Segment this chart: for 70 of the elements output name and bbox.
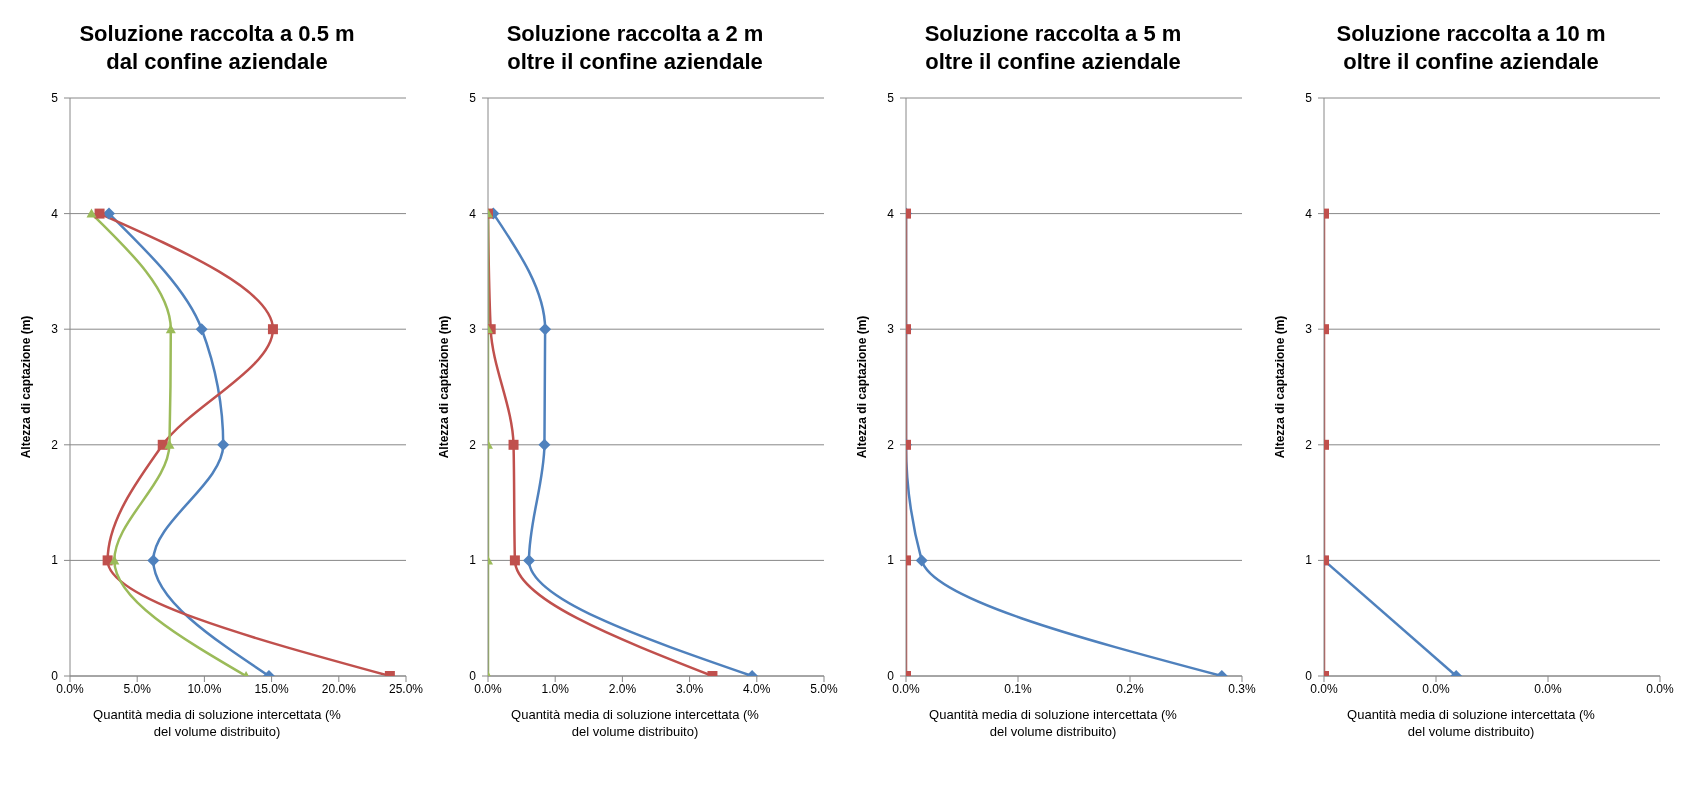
point xyxy=(538,438,551,451)
chart-title: Soluzione raccolta a 5 m oltre il confine aziendale xyxy=(923,20,1183,76)
y-tick-label: 2 xyxy=(469,437,477,452)
y-tick-label: 1 xyxy=(51,553,59,568)
y-tick-label: 0 xyxy=(51,669,59,683)
x-tick-label: 3.0% xyxy=(675,681,704,696)
point xyxy=(147,554,160,567)
x-tick-label: 0.0% xyxy=(1646,681,1674,696)
point xyxy=(217,438,230,451)
y-tick-label: 2 xyxy=(51,437,59,452)
y-tick-label: 5 xyxy=(51,91,59,105)
y-tick-label: 3 xyxy=(51,322,59,337)
point xyxy=(522,554,535,567)
x-tick-label: 5.0% xyxy=(123,681,152,696)
y-tick-label: 1 xyxy=(1305,553,1313,568)
point xyxy=(509,555,520,566)
point xyxy=(94,208,105,219)
x-axis-title: Quantità media di soluzione intercettata (% del volume distribuito) xyxy=(510,706,760,740)
x-tick-label: 1.0% xyxy=(541,681,570,696)
x-tick-label: 5.0% xyxy=(810,681,838,696)
point xyxy=(195,323,208,336)
y-tick-label: 5 xyxy=(887,91,895,105)
point xyxy=(539,323,552,336)
x-tick-label: 0.0% xyxy=(1310,681,1338,696)
y-tick-label: 5 xyxy=(1305,91,1313,105)
y-axis-title: Altezza di captazione (m) xyxy=(855,315,870,459)
y-tick-label: 1 xyxy=(887,553,895,568)
y-axis-title: Altezza di captazione (m) xyxy=(1273,315,1288,459)
x-tick-label: 4.0% xyxy=(743,681,771,696)
y-tick-label: 3 xyxy=(1305,322,1313,337)
x-tick-label: 0.0% xyxy=(892,681,920,696)
x-tick-label: 10.0% xyxy=(187,681,222,696)
y-tick-label: 2 xyxy=(887,437,895,452)
x-tick-label: 0.1% xyxy=(1004,681,1032,696)
x-tick-label: 0.2% xyxy=(1116,681,1144,696)
x-tick-label: 0.3% xyxy=(1228,681,1256,696)
point xyxy=(109,555,120,565)
y-tick-label: 1 xyxy=(469,553,477,568)
y-tick-label: 4 xyxy=(887,206,895,221)
point xyxy=(86,208,97,218)
y-tick-label: 2 xyxy=(1305,437,1313,452)
x-tick-label: 0.0% xyxy=(56,681,84,696)
point xyxy=(165,324,176,334)
x-axis-title: Quantità media di soluzione intercettata (% del volume distribuito) xyxy=(92,706,342,740)
y-tick-label: 5 xyxy=(469,91,477,105)
y-tick-label: 3 xyxy=(887,322,895,337)
x-tick-label: 25.0% xyxy=(388,681,424,696)
chart-title: Soluzione raccolta a 2 m oltre il confine aziendale xyxy=(505,20,765,76)
y-tick-label: 4 xyxy=(469,206,477,221)
y-tick-label: 3 xyxy=(469,322,477,337)
y-tick-label: 0 xyxy=(469,669,477,683)
point xyxy=(267,324,278,335)
point xyxy=(102,555,113,566)
x-tick-label: 2.0% xyxy=(608,681,637,696)
x-axis-title: Quantità media di soluzione intercettata (% del volume distribuito) xyxy=(928,706,1178,740)
x-axis-title: Quantità media di soluzione intercettata (% del volume distribuito) xyxy=(1346,706,1596,740)
y-axis-title: Altezza di captazione (m) xyxy=(19,315,34,459)
x-tick-label: 20.0% xyxy=(321,681,357,696)
chart-title: Soluzione raccolta a 10 m oltre il confine aziendale xyxy=(1335,20,1607,76)
x-tick-label: 0.0% xyxy=(474,681,502,696)
y-axis-title: Altezza di captazione (m) xyxy=(437,315,452,459)
point xyxy=(508,439,519,450)
y-tick-label: 0 xyxy=(887,669,895,683)
y-tick-label: 4 xyxy=(1305,206,1313,221)
y-tick-label: 4 xyxy=(51,206,59,221)
x-tick-label: 0.0% xyxy=(1534,681,1562,696)
y-tick-label: 0 xyxy=(1305,669,1313,683)
x-tick-label: 15.0% xyxy=(254,681,289,696)
x-tick-label: 0.0% xyxy=(1422,681,1450,696)
chart-title: Soluzione raccolta a 0.5 m dal confine aziendale xyxy=(78,20,356,76)
